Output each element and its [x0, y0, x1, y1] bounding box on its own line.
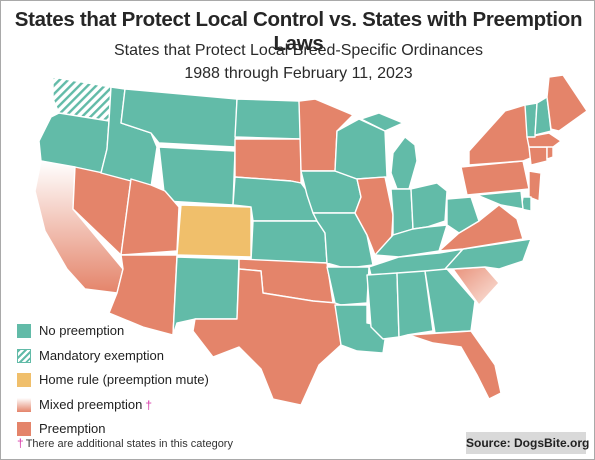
state-west-virginia [446, 196, 480, 234]
legend-label-preemption: Preemption [39, 421, 106, 436]
state-florida [408, 330, 502, 400]
state-alabama [396, 270, 434, 338]
map-date-range: 1988 through February 11, 2023 [184, 65, 413, 82]
state-colorado [176, 204, 252, 258]
state-kansas [250, 220, 328, 264]
state-vermont [524, 102, 538, 138]
state-wisconsin [334, 118, 388, 180]
state-michigan-upper-peninsula [360, 112, 404, 132]
state-michigan [390, 136, 418, 190]
state-arkansas [326, 266, 370, 306]
state-connecticut [528, 146, 548, 166]
legend-swatch-home-rule [17, 373, 31, 387]
legend-dagger-marker: † [145, 397, 153, 412]
legend-label-mandatory-exemption: Mandatory exemption [39, 347, 165, 363]
legend-swatch-mixed-preemption [17, 397, 31, 412]
state-new-jersey [528, 170, 542, 202]
state-georgia [424, 268, 476, 334]
legend-label-no-preemption: No preemption [39, 323, 125, 338]
state-louisiana [334, 304, 388, 354]
state-indiana [390, 188, 414, 236]
state-south-dakota [234, 138, 302, 184]
state-maine [546, 74, 588, 132]
state-new-hampshire [534, 96, 552, 136]
state-north-dakota [234, 98, 302, 140]
state-ohio [410, 182, 448, 230]
state-pennsylvania [460, 160, 530, 196]
map-subtitle: States that Protect Local Breed-Specific… [113, 42, 484, 59]
state-texas [192, 268, 342, 406]
footnote: † There are additional states in this cat… [17, 436, 233, 450]
legend-swatch-no-preemption [17, 324, 31, 338]
map-title: States that Protect Local Control vs. St… [14, 8, 583, 55]
state-maryland [476, 190, 524, 210]
legend-label-home-rule: Home rule (preemption mute) [39, 372, 209, 387]
footnote-dagger-marker: † [17, 436, 24, 450]
state-new-york [468, 104, 534, 166]
legend-label-mixed-preemption: Mixed preemption [39, 396, 143, 412]
source-credit: Source: DogsBite.org [466, 432, 589, 454]
legend-swatch-mandatory-exemption [17, 348, 31, 363]
footnote-text: There are additional states in this cate… [25, 438, 233, 450]
state-mississippi [366, 272, 400, 340]
legend-swatch-preemption [17, 422, 31, 436]
